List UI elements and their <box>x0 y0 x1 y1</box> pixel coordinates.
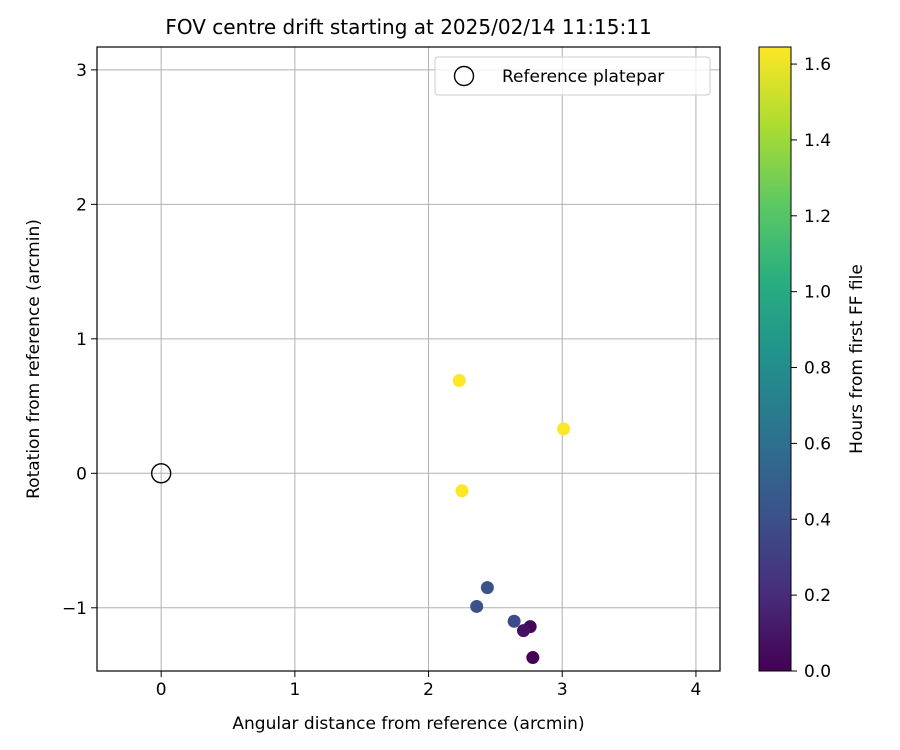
data-point <box>455 484 469 498</box>
reference-point <box>150 463 172 484</box>
data-point <box>526 651 540 665</box>
grid <box>97 47 720 671</box>
y-tick-label: 0 <box>76 464 87 484</box>
colorbar-tick-label: 0.6 <box>804 434 831 454</box>
y-tick-label: 3 <box>76 61 87 81</box>
y-axis-ticks: −1 0 1 2 3 <box>62 61 97 619</box>
y-axis-label: Rotation from reference (arcmin) <box>24 219 44 499</box>
y-tick-label: 1 <box>76 330 87 350</box>
colorbar-tick-label: 0.8 <box>804 359 831 379</box>
legend-marker-icon <box>453 65 475 87</box>
data-point <box>452 374 466 388</box>
colorbar-tick-label: 1.2 <box>804 207 831 227</box>
colorbar-tick-label: 0.4 <box>804 510 831 530</box>
x-axis-ticks: 0 1 2 3 4 <box>156 671 702 700</box>
colorbar-tick-label: 1.6 <box>804 55 831 75</box>
colorbar-label: Hours from first FF file <box>847 264 867 454</box>
y-tick-label: 2 <box>76 195 87 215</box>
colorbar-gradient <box>758 46 792 672</box>
colorbar-ticks: 0.0 0.2 0.4 0.6 0.8 1.0 1.2 1.4 1.6 <box>791 55 831 682</box>
legend: Reference platepar <box>434 56 711 96</box>
x-tick-label: 1 <box>289 680 300 700</box>
x-tick-label: 4 <box>691 680 702 700</box>
data-point <box>507 614 521 628</box>
chart-title: FOV centre drift starting at 2025/02/14 … <box>165 15 651 39</box>
colorbar-tick-label: 1.0 <box>804 283 831 303</box>
y-tick-label: −1 <box>62 599 87 619</box>
plot-frame <box>96 46 721 672</box>
x-tick-label: 2 <box>423 680 434 700</box>
x-tick-label: 3 <box>557 680 568 700</box>
x-tick-label: 0 <box>156 680 167 700</box>
data-point <box>480 581 494 595</box>
legend-entry-reference: Reference platepar <box>502 67 664 87</box>
colorbar: 0.0 0.2 0.4 0.6 0.8 1.0 1.2 1.4 1.6 Hours from f… <box>758 46 867 682</box>
colorbar-tick-label: 0.2 <box>804 586 831 606</box>
colorbar-tick-label: 0.0 <box>804 662 831 682</box>
colorbar-tick-label: 1.4 <box>804 131 831 151</box>
x-axis-label: Angular distance from reference (arcmin) <box>232 714 584 734</box>
data-point <box>557 422 571 436</box>
legend-box <box>434 56 711 96</box>
data-point <box>470 599 484 613</box>
data-point <box>516 624 530 638</box>
data-points <box>150 374 571 665</box>
